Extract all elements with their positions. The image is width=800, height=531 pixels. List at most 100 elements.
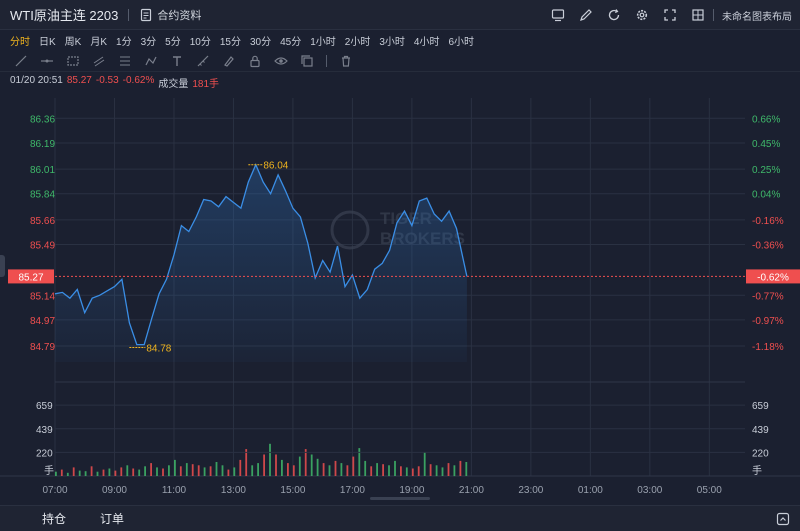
price-tick-label: 85.84	[30, 190, 55, 201]
pct-tick-label: 0.25%	[752, 165, 780, 176]
drawing-toolbar	[0, 50, 800, 72]
period-tab-13[interactable]: 3小时	[379, 36, 405, 48]
low-label: 84.78	[146, 343, 171, 354]
intraday-chart[interactable]: 86.36 0.66% 86.19 0.45% 86.01 0.25% 85.84 0.04%…	[0, 90, 800, 500]
copy-icon[interactable]	[300, 54, 314, 68]
volume-bar	[400, 466, 402, 476]
volume-bar	[233, 467, 236, 476]
period-tab-12[interactable]: 2小时	[344, 36, 371, 48]
refresh-icon[interactable]	[607, 8, 621, 22]
path-tool-icon[interactable]	[144, 54, 158, 68]
volume-bar	[328, 465, 331, 477]
volume-bar	[275, 454, 277, 476]
expand-icon[interactable]	[776, 512, 790, 526]
period-tab-9[interactable]: 30分	[249, 36, 272, 48]
current-price-badge	[8, 269, 54, 284]
fibonacci-tool-icon[interactable]	[118, 54, 132, 68]
quote-change-pct: -0.62%	[122, 75, 155, 86]
lock-icon[interactable]	[248, 54, 262, 68]
measure-tool-icon[interactable]	[196, 54, 210, 68]
volume-bar	[394, 460, 396, 476]
volume-bar	[370, 466, 373, 476]
brush-tool-icon[interactable]	[222, 54, 236, 68]
period-tab-10[interactable]: 45分	[280, 36, 302, 48]
volume-bar	[126, 465, 129, 477]
period-tab-4[interactable]: 1分	[116, 36, 132, 48]
period-tab-2[interactable]: 周K	[64, 36, 82, 48]
title-bar-tools: 未命名图表布局	[551, 0, 792, 30]
volume-bar	[78, 470, 81, 476]
price-tick-label: 85.49	[30, 241, 55, 252]
period-tab-1[interactable]: 日K	[39, 36, 56, 48]
period-tab-15[interactable]: 6小时	[448, 36, 475, 48]
volume-tick-label-right: 439	[752, 425, 769, 436]
volume-bar	[281, 459, 283, 476]
time-tick-label: 21:00	[459, 485, 484, 496]
trash-icon[interactable]	[339, 54, 353, 68]
layout-icon[interactable]	[691, 8, 705, 22]
chart-area[interactable]: 86.36 0.66% 86.19 0.45% 86.01 0.25% 85.84 0.04%…	[0, 90, 800, 500]
volume-bar	[185, 463, 188, 476]
rectangle-tool-icon[interactable]	[66, 54, 80, 68]
volume-bar	[203, 467, 206, 476]
price-area	[55, 164, 467, 362]
current-price-label: 85.27	[18, 272, 43, 283]
price-tick-label: 85.66	[30, 216, 55, 227]
period-tab-6[interactable]: 5分	[165, 36, 181, 48]
volume-bar	[66, 472, 69, 476]
volume-bar	[423, 452, 426, 476]
period-tab-14[interactable]: 4小时	[413, 36, 440, 48]
tab-positions[interactable]: 持仓	[42, 512, 67, 526]
price-tick-label: 86.01	[30, 165, 55, 176]
volume-bar	[72, 467, 75, 476]
volume-tick-label: 439	[36, 425, 53, 436]
text-tool-icon[interactable]	[170, 54, 184, 68]
volume-unit-label-right: 手	[752, 464, 762, 477]
volume-bar	[132, 468, 135, 476]
layout-name-button[interactable]: 未命名图表布局	[722, 11, 792, 23]
volume-bar	[191, 464, 194, 476]
edit-icon[interactable]	[579, 8, 593, 22]
document-icon	[141, 8, 152, 21]
period-tab-8[interactable]: 15分	[219, 36, 241, 48]
volume-bar	[209, 466, 212, 476]
volume-bar	[358, 448, 361, 476]
period-tab-0[interactable]: 分时	[10, 36, 30, 48]
volume-bar	[84, 471, 87, 476]
fullscreen-icon[interactable]	[663, 8, 677, 22]
price-tick-label: 85.14	[30, 291, 55, 302]
tab-orders[interactable]: 订单	[100, 512, 125, 526]
period-tab-3[interactable]: 月K	[90, 36, 108, 48]
trend-line-tool-icon[interactable]	[14, 54, 28, 68]
period-tab-11[interactable]: 1小时	[310, 36, 336, 48]
volume-bar	[411, 468, 414, 476]
volume-bar	[96, 471, 99, 476]
side-panel-handle[interactable]	[0, 255, 5, 277]
volume-bar	[269, 443, 271, 477]
pct-tick-label: 0.04%	[752, 190, 780, 201]
watermark-logo-icon	[330, 210, 370, 250]
time-tick-label: 17:00	[340, 485, 365, 496]
tools-separator	[713, 9, 714, 21]
period-tab-7[interactable]: 10分	[189, 36, 211, 48]
volume-bar	[245, 449, 248, 476]
volume-bar	[168, 465, 170, 477]
time-tick-label: 13:00	[221, 485, 246, 496]
gear-icon[interactable]	[635, 8, 649, 22]
period-tab-5[interactable]: 3分	[140, 36, 157, 48]
volume-bar	[144, 466, 146, 476]
time-tick-label: 15:00	[280, 485, 305, 496]
time-tick-label: 23:00	[518, 485, 543, 496]
channel-tool-icon[interactable]	[92, 54, 106, 68]
screen-icon[interactable]	[551, 8, 565, 22]
horizontal-line-tool-icon[interactable]	[40, 54, 54, 68]
volume-bar	[310, 454, 313, 476]
eye-icon[interactable]	[274, 54, 288, 68]
contract-info-button[interactable]: 合约资料	[139, 7, 201, 23]
time-tick-label: 07:00	[42, 485, 67, 496]
volume-bar	[179, 466, 182, 476]
quote-change: -0.53	[95, 75, 119, 86]
volume-bar	[263, 454, 265, 476]
volume-unit-label: 手	[44, 464, 54, 477]
volume-bar	[174, 459, 176, 476]
